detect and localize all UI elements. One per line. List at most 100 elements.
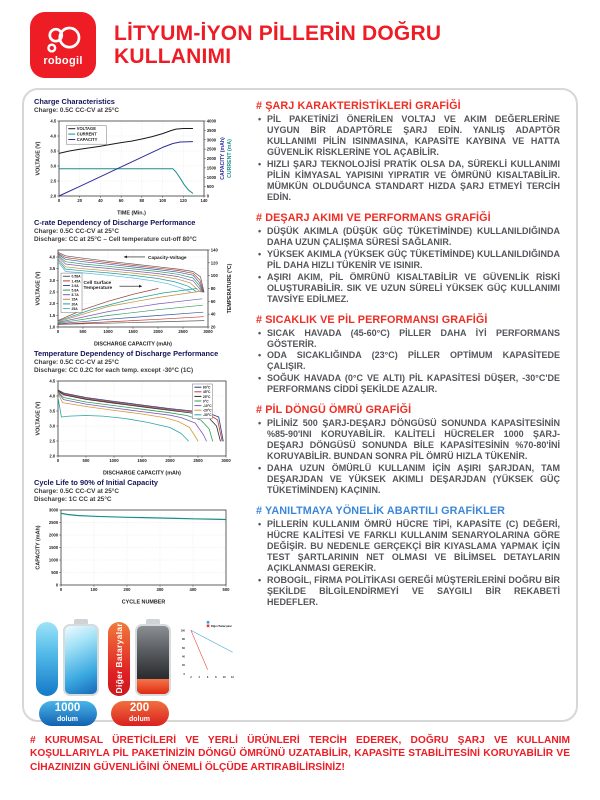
svg-text:4: 4 <box>199 675 201 679</box>
svg-text:2.5: 2.5 <box>49 289 55 294</box>
svg-text:-10°C: -10°C <box>203 404 212 408</box>
svg-text:4.5: 4.5 <box>49 378 55 383</box>
chart-subtitle: Charge: 0.5C CC-CV at 25°C <box>34 487 119 495</box>
svg-text:CAPACITY (mAh): CAPACITY (mAh) <box>220 137 226 180</box>
svg-text:300: 300 <box>157 587 165 592</box>
full-battery <box>63 618 99 696</box>
chart-title: Charge Characteristics <box>34 97 115 106</box>
chart-block-temperature: Temperature Dependency of Discharge Perf… <box>34 348 240 476</box>
svg-text:2000: 2000 <box>165 458 175 463</box>
svg-text:1000: 1000 <box>49 557 59 562</box>
svg-text:CYCLE NUMBER: CYCLE NUMBER <box>122 599 166 605</box>
other-batteries-banner-label: Diğer Bataryalar <box>114 623 124 694</box>
chart-block-charge: Charge Characteristics Charge: 0.5C CC-C… <box>34 97 240 216</box>
svg-text:10: 10 <box>223 675 226 679</box>
full-battery-body <box>63 623 99 696</box>
svg-text:80: 80 <box>140 198 145 203</box>
svg-text:2000: 2000 <box>153 329 163 334</box>
charge-characteristics-chart: 0 20 40 60 80 100 120 140 2.0 2.5 3.0 3.5 4.0 4.5 0 500… <box>36 118 234 216</box>
chart-block-crate: C-rate Dependency of Discharge Performan… <box>34 218 240 347</box>
bullet-item: PİLLERİN KULLANIM ÖMRÜ HÜCRE TİPİ, KAPAS… <box>256 519 560 574</box>
svg-text:3.0: 3.0 <box>49 278 55 283</box>
svg-text:DISCHARGE CAPACITY (mAh): DISCHARGE CAPACITY (mAh) <box>94 341 172 347</box>
svg-text:100: 100 <box>159 198 167 203</box>
svg-text:45°C: 45°C <box>203 390 211 394</box>
svg-text:40: 40 <box>211 311 216 316</box>
svg-text:1.45A: 1.45A <box>72 279 82 283</box>
svg-text:0°C: 0°C <box>203 399 209 403</box>
svg-text:3.5: 3.5 <box>49 408 55 413</box>
svg-text:20: 20 <box>211 324 216 329</box>
svg-text:140: 140 <box>201 198 209 203</box>
svg-text:500: 500 <box>80 329 88 334</box>
svg-text:2.0: 2.0 <box>49 301 55 306</box>
svg-text:TIME (Min.): TIME (Min.) <box>117 210 146 216</box>
svg-text:2500: 2500 <box>178 329 188 334</box>
svg-text:0: 0 <box>56 582 59 587</box>
svg-text:2500: 2500 <box>207 147 217 152</box>
svg-text:500: 500 <box>207 184 215 189</box>
chart-subtitle: Charge: 0.5C CC-CV at 25°C <box>34 227 119 235</box>
svg-text:2.5: 2.5 <box>49 438 55 443</box>
charts-column: Charge Characteristics Charge: 0.5C CC-C… <box>34 97 240 726</box>
svg-text:500: 500 <box>51 570 59 575</box>
svg-text:12: 12 <box>231 675 234 679</box>
bullet-item: PİLİNİZ 500 ŞARJ-DEŞARJ DÖNGÜSÜ SONUNDA … <box>256 418 560 462</box>
svg-text:100: 100 <box>211 273 219 278</box>
svg-text:120: 120 <box>180 198 188 203</box>
svg-text:4.5: 4.5 <box>50 118 56 123</box>
bullet-item: DÜŞÜK AKIMLA (DÜŞÜK GÜÇ TÜKETİMİNDE) KUL… <box>256 226 560 248</box>
svg-text:4.0: 4.0 <box>49 393 55 398</box>
svg-text:200: 200 <box>124 587 132 592</box>
svg-text:20: 20 <box>182 663 185 667</box>
svg-text:500: 500 <box>223 587 231 592</box>
chart-subtitle: Discharge: CC at 25°C – Cell temperature… <box>34 235 197 243</box>
svg-text:VOLTAGE (V): VOLTAGE (V) <box>36 401 42 435</box>
section-charge-characteristics: # ŞARJ KARAKTERİSTİKLERİ GRAFİĞİ PİL PAK… <box>256 100 560 203</box>
svg-text:0: 0 <box>58 198 61 203</box>
other-battery-group: Diğer Bataryalar 200 dolum <box>108 616 171 726</box>
svg-text:0: 0 <box>57 458 60 463</box>
chart-block-cycle-life: Cycle Life to 90% of Initial Capacity Ch… <box>34 478 240 605</box>
bullet-item: SICAK HAVADA (45-60°C) PİLLER DAHA İYİ P… <box>256 328 560 350</box>
chart-subtitle: Discharge: 1C CC at 25°C <box>34 495 112 503</box>
page-title: LİTYUM-İYON PİLLERİN DOĞRU KULLANIMI <box>114 21 442 68</box>
svg-text:CAPACITY: CAPACITY <box>77 137 98 142</box>
svg-text:6: 6 <box>207 675 209 679</box>
svg-text:80: 80 <box>211 286 216 291</box>
svg-text:Temperature: Temperature <box>84 285 113 291</box>
svg-text:TEMPERATURE (°C): TEMPERATURE (°C) <box>227 263 233 313</box>
svg-text:CURRENT (mA): CURRENT (mA) <box>227 139 233 178</box>
svg-text:CURRENT: CURRENT <box>77 131 98 136</box>
battery-terminal <box>74 618 88 624</box>
svg-text:VOLTAGE (V): VOLTAGE (V) <box>36 271 42 305</box>
low-charge-level <box>137 679 169 694</box>
svg-text:0: 0 <box>183 671 185 675</box>
svg-text:VOLTAGE: VOLTAGE <box>77 126 96 131</box>
svg-text:4.0: 4.0 <box>49 254 55 259</box>
svg-text:140: 140 <box>211 247 219 252</box>
svg-text:20: 20 <box>77 198 82 203</box>
section-heading: # SICAKLIK VE PİL PERFORMANSI GRAFİĞİ <box>256 313 488 326</box>
svg-text:1500: 1500 <box>49 545 59 550</box>
temperature-discharge-chart: 0 500 1000 1500 2000 2500 3000 2.0 2.5 3.0 3.5 4.0 4… <box>36 378 232 476</box>
chart-title: Temperature Dependency of Discharge Perf… <box>34 348 219 358</box>
svg-text:1500: 1500 <box>128 329 138 334</box>
svg-text:CAPACITY (mAh): CAPACITY (mAh) <box>36 525 42 569</box>
logo-circles-icon <box>47 26 81 53</box>
svg-text:1.5: 1.5 <box>49 313 55 318</box>
svg-text:3000: 3000 <box>49 507 59 512</box>
svg-text:25A: 25A <box>72 307 79 311</box>
depleted-battery-body <box>135 623 171 696</box>
svg-text:60: 60 <box>211 299 216 304</box>
svg-text:Diğer Bataryalar: Diğer Bataryalar <box>211 624 233 628</box>
chart-subtitle: Discharge: CC 0.2C for each temp. except… <box>34 366 194 374</box>
svg-text:1.0: 1.0 <box>49 324 55 329</box>
svg-text:2000: 2000 <box>207 156 217 161</box>
svg-text:2.5: 2.5 <box>50 178 56 183</box>
svg-text:40: 40 <box>182 654 185 658</box>
svg-text:8.7A: 8.7A <box>72 293 80 297</box>
svg-text:VOLTAGE (V): VOLTAGE (V) <box>36 141 42 175</box>
bullet-item: DAHA UZUN ÖMÜRLÜ KULLANIM İÇİN AŞIRI ŞAR… <box>256 463 560 496</box>
